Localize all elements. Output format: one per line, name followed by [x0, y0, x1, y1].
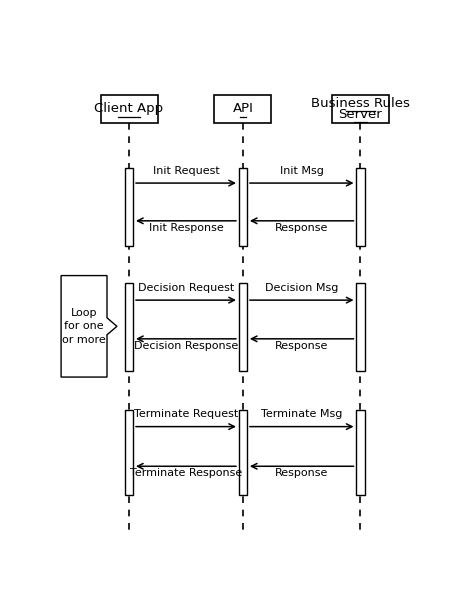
Text: Init Response: Init Response: [149, 223, 223, 233]
Text: Decision Response: Decision Response: [134, 341, 238, 351]
Text: Response: Response: [275, 223, 328, 233]
Text: Decision Request: Decision Request: [138, 283, 234, 292]
Text: Init Request: Init Request: [153, 166, 219, 175]
FancyBboxPatch shape: [239, 168, 247, 246]
Text: API: API: [232, 102, 254, 115]
Text: Init Msg: Init Msg: [280, 166, 324, 175]
Text: Response: Response: [275, 341, 328, 351]
FancyBboxPatch shape: [125, 168, 133, 246]
Text: Loop
for one
or more: Loop for one or more: [62, 308, 106, 345]
FancyBboxPatch shape: [125, 283, 133, 371]
FancyBboxPatch shape: [332, 95, 389, 123]
Text: Decision Msg: Decision Msg: [265, 283, 338, 292]
FancyBboxPatch shape: [100, 95, 157, 123]
FancyBboxPatch shape: [356, 168, 365, 246]
Text: Terminate Msg: Terminate Msg: [261, 409, 342, 419]
FancyBboxPatch shape: [239, 283, 247, 371]
Text: Client App: Client App: [94, 102, 164, 115]
FancyBboxPatch shape: [356, 410, 365, 495]
FancyBboxPatch shape: [125, 410, 133, 495]
FancyBboxPatch shape: [356, 283, 365, 371]
Text: Response: Response: [275, 468, 328, 478]
Text: Server: Server: [338, 108, 383, 121]
Text: Business Rules: Business Rules: [311, 97, 410, 110]
Polygon shape: [61, 276, 117, 377]
Text: Terminate Request: Terminate Request: [134, 409, 238, 419]
FancyBboxPatch shape: [214, 95, 272, 123]
Text: Terminate Response: Terminate Response: [130, 468, 242, 478]
FancyBboxPatch shape: [239, 410, 247, 495]
